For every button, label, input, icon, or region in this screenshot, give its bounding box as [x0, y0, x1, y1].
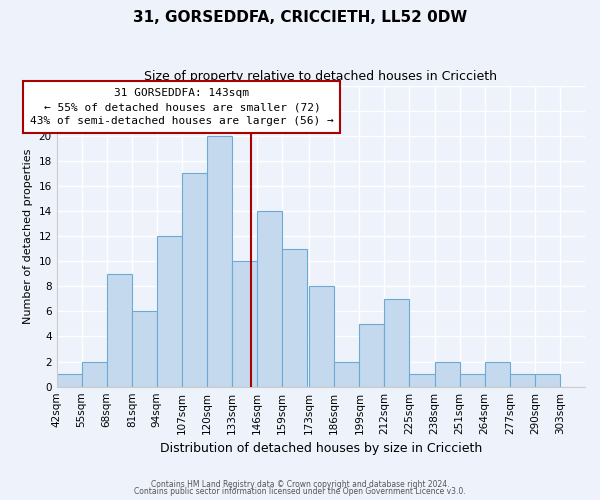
Text: Contains public sector information licensed under the Open Government Licence v3: Contains public sector information licen… [134, 487, 466, 496]
Bar [485, 362, 510, 386]
Bar [535, 374, 560, 386]
Title: Size of property relative to detached houses in Criccieth: Size of property relative to detached ho… [144, 70, 497, 83]
Y-axis label: Number of detached properties: Number of detached properties [23, 148, 33, 324]
Bar [385, 299, 409, 386]
Bar [107, 274, 132, 386]
Bar [207, 136, 232, 386]
Bar [232, 261, 257, 386]
Bar [334, 362, 359, 386]
Bar [257, 211, 282, 386]
Text: Contains HM Land Registry data © Crown copyright and database right 2024.: Contains HM Land Registry data © Crown c… [151, 480, 449, 489]
Bar [56, 374, 82, 386]
Bar [282, 248, 307, 386]
Bar [510, 374, 535, 386]
Bar [434, 362, 460, 386]
Bar [309, 286, 334, 386]
Text: 31, GORSEDDFA, CRICCIETH, LL52 0DW: 31, GORSEDDFA, CRICCIETH, LL52 0DW [133, 10, 467, 25]
Text: 31 GORSEDDFA: 143sqm
← 55% of detached houses are smaller (72)
43% of semi-detac: 31 GORSEDDFA: 143sqm ← 55% of detached h… [30, 88, 334, 126]
Bar [157, 236, 182, 386]
X-axis label: Distribution of detached houses by size in Criccieth: Distribution of detached houses by size … [160, 442, 482, 455]
Bar [460, 374, 485, 386]
Bar [132, 312, 157, 386]
Bar [359, 324, 385, 386]
Bar [409, 374, 434, 386]
Bar [182, 174, 207, 386]
Bar [82, 362, 107, 386]
